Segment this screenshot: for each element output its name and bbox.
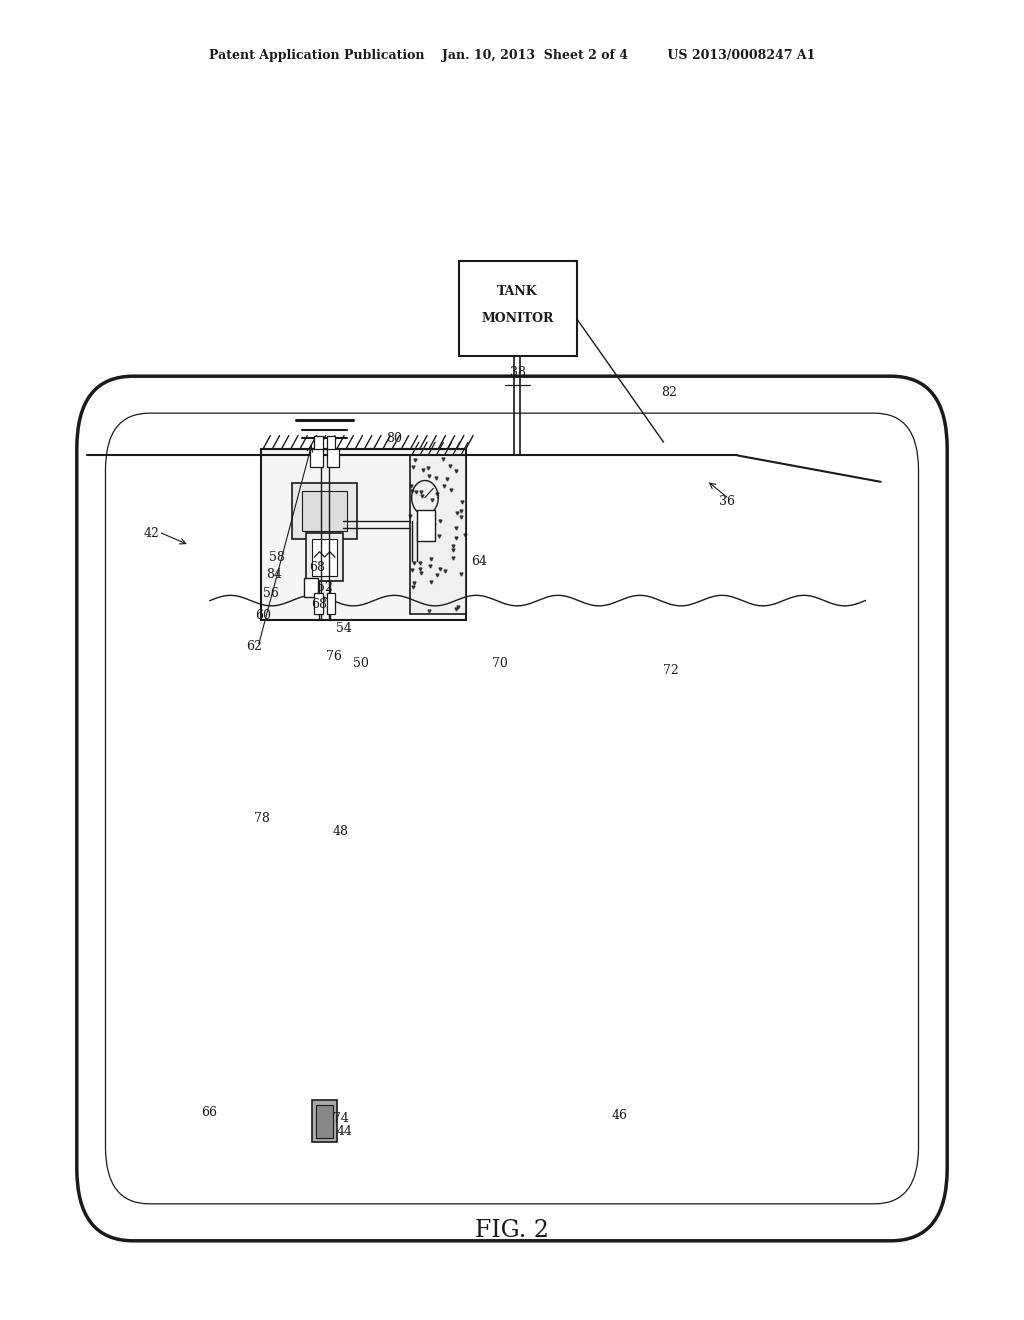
Bar <box>314 593 323 614</box>
Bar <box>327 449 339 467</box>
Bar <box>306 533 343 581</box>
Text: 44: 44 <box>337 1125 353 1138</box>
Text: 56: 56 <box>263 587 280 601</box>
Bar <box>459 261 577 356</box>
Text: 60: 60 <box>255 609 271 622</box>
Bar <box>314 436 323 451</box>
FancyBboxPatch shape <box>105 413 919 1204</box>
Text: 84: 84 <box>266 568 283 581</box>
Text: 52: 52 <box>316 581 333 594</box>
Text: 38: 38 <box>510 366 525 379</box>
Bar <box>310 449 323 467</box>
Text: 82: 82 <box>660 385 677 399</box>
Text: 70: 70 <box>492 657 508 671</box>
Bar <box>316 1105 333 1138</box>
Text: 36: 36 <box>719 495 735 508</box>
Bar <box>312 539 337 576</box>
Bar <box>261 449 466 620</box>
Text: TANK: TANK <box>498 285 538 298</box>
FancyBboxPatch shape <box>77 376 947 1241</box>
Text: 76: 76 <box>326 649 342 663</box>
Text: 54: 54 <box>336 622 352 635</box>
Bar <box>302 491 347 531</box>
Text: 80: 80 <box>386 432 402 445</box>
Bar <box>312 1100 337 1142</box>
Text: 64: 64 <box>471 554 487 568</box>
Text: 74: 74 <box>333 1111 349 1125</box>
Text: 46: 46 <box>611 1109 628 1122</box>
Bar <box>292 483 357 539</box>
Bar <box>417 510 435 541</box>
Bar <box>304 578 318 597</box>
Text: 68: 68 <box>311 598 328 611</box>
Text: 66: 66 <box>201 1106 217 1119</box>
Text: 42: 42 <box>143 527 160 540</box>
Bar <box>410 455 466 614</box>
Text: FIG. 2: FIG. 2 <box>475 1218 549 1242</box>
Text: 72: 72 <box>663 664 679 677</box>
Text: 58: 58 <box>268 550 285 564</box>
Text: 50: 50 <box>352 657 369 671</box>
Text: 48: 48 <box>333 825 349 838</box>
Bar <box>318 535 331 548</box>
Bar <box>327 436 335 451</box>
Text: 62: 62 <box>246 640 262 653</box>
Text: Patent Application Publication    Jan. 10, 2013  Sheet 2 of 4         US 2013/00: Patent Application Publication Jan. 10, … <box>209 49 815 62</box>
Text: 78: 78 <box>254 812 270 825</box>
Text: 68: 68 <box>309 561 326 574</box>
Bar <box>327 593 335 614</box>
Text: MONITOR: MONITOR <box>481 312 554 325</box>
